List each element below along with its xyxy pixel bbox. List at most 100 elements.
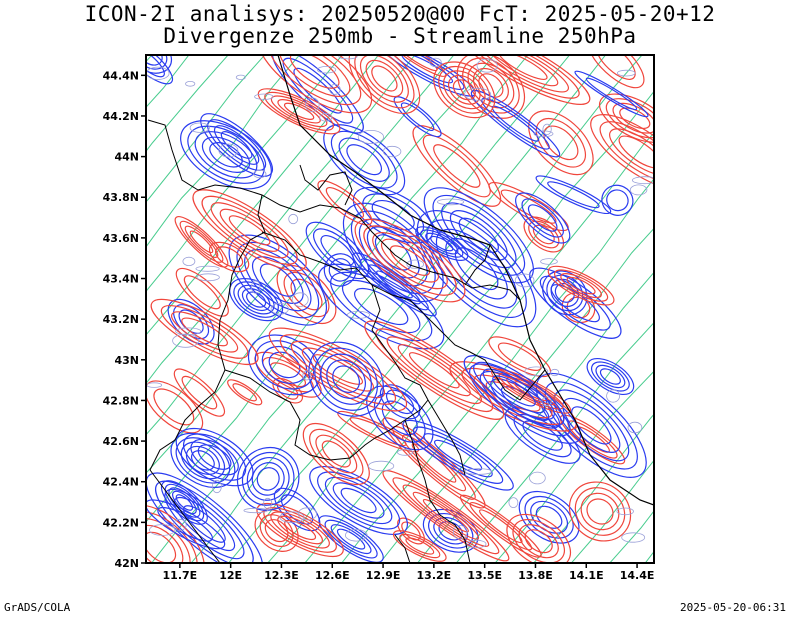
x-axis-label: 14.4E <box>620 569 655 582</box>
contour-line <box>342 202 444 303</box>
x-axis-label: 14.1E <box>569 569 604 582</box>
contour-line <box>463 355 565 427</box>
contour-line <box>155 480 254 563</box>
streamline <box>744 0 800 583</box>
contour-line <box>213 125 260 165</box>
contour-line <box>330 130 398 189</box>
contour-line <box>270 362 306 388</box>
contour-line <box>598 93 654 143</box>
contour-line <box>433 61 496 119</box>
map-subtitle: Divergenze 250mb - Streamline 250hPa <box>163 24 637 48</box>
y-axis-label: 42.8N <box>103 394 139 407</box>
contour-line <box>522 420 563 451</box>
contour-line <box>568 481 632 542</box>
contour-line <box>435 228 518 309</box>
streamline <box>570 459 654 563</box>
contour-line <box>543 125 579 161</box>
contour-line <box>309 465 409 536</box>
contour-line <box>232 383 257 402</box>
contour-line <box>392 530 447 562</box>
contour-line <box>293 67 343 114</box>
contour-line <box>382 470 510 562</box>
contour-line <box>482 368 546 414</box>
contour-line <box>619 107 651 130</box>
y-axis: 44.4N 44.2N 44N 43.8N 43.6N 43.4N 43.2N 43N 42.8… <box>103 69 146 570</box>
contour-line <box>174 215 229 268</box>
coastline <box>277 55 654 506</box>
contour-line <box>338 137 390 182</box>
contour-line <box>586 498 614 525</box>
contour-line <box>408 352 460 389</box>
contour-line <box>150 298 259 365</box>
contour-line <box>146 55 168 70</box>
region-border <box>149 469 221 563</box>
contour-line <box>488 55 559 87</box>
weak-contour <box>185 81 196 87</box>
contour-line <box>256 467 280 491</box>
contour-line <box>190 450 215 471</box>
contour-line <box>157 506 213 542</box>
x-axis-label: 12E <box>219 569 242 582</box>
streamline <box>494 370 654 563</box>
contour-line <box>146 511 198 563</box>
x-axis-label: 11.7E <box>163 569 198 582</box>
contour-line <box>595 364 626 389</box>
contour-line <box>412 491 480 540</box>
contour-line <box>236 241 320 319</box>
contour-line <box>180 441 226 480</box>
weak-contour <box>406 259 425 269</box>
weak-contour <box>542 123 552 135</box>
contour-line <box>443 70 486 110</box>
y-axis-label: 43.2N <box>103 313 139 326</box>
contour-line <box>259 263 296 297</box>
contour-line <box>554 269 609 302</box>
contour-line <box>181 317 228 347</box>
contour-line <box>330 271 433 342</box>
weak-contour <box>218 143 239 158</box>
contour-line <box>314 347 378 411</box>
contour-line <box>153 388 195 426</box>
weak-contour <box>346 310 370 319</box>
contour-line <box>313 228 362 273</box>
contour-line <box>402 419 514 491</box>
streamline <box>379 227 654 563</box>
contour-line <box>432 194 526 276</box>
contour-line <box>364 320 505 420</box>
contour-line <box>412 125 502 207</box>
contour-line <box>146 531 177 563</box>
contour-line <box>181 375 218 410</box>
weak-contour <box>235 74 246 80</box>
contour-line <box>590 114 654 190</box>
contour-line <box>324 476 393 525</box>
region-border <box>224 369 429 461</box>
streamline <box>304 132 654 563</box>
contour-line <box>595 55 636 80</box>
contour-line <box>317 471 401 530</box>
weak-contour <box>254 93 274 100</box>
weak-contour <box>616 507 634 516</box>
contour-line <box>187 125 265 184</box>
contour-line <box>326 359 366 399</box>
contour-line <box>521 198 564 238</box>
contour-line <box>309 428 364 480</box>
contour-line <box>422 498 469 533</box>
contour-line <box>513 413 572 458</box>
contour-line <box>430 235 454 252</box>
x-axis-label: 13.8E <box>518 569 553 582</box>
contour-line <box>268 351 301 379</box>
region-border <box>464 244 491 286</box>
weak-contour <box>632 176 654 185</box>
contour-line <box>393 96 442 138</box>
contour-line <box>472 67 509 104</box>
contour-line <box>528 110 594 176</box>
contour-line <box>371 65 398 92</box>
contour-line <box>254 340 315 390</box>
contour-line <box>456 55 526 119</box>
contour-line <box>346 144 383 176</box>
contour-line <box>601 184 634 216</box>
contour-line <box>379 384 421 420</box>
contour-line <box>179 220 224 263</box>
contour-line <box>535 175 612 215</box>
contour-line <box>146 504 206 563</box>
contour-line <box>546 274 584 312</box>
